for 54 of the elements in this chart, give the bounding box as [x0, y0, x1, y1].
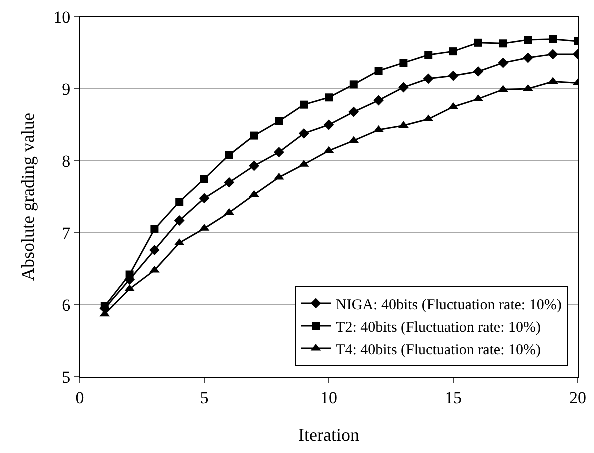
point — [548, 49, 558, 60]
y-axis-title: Absolute grading value — [18, 113, 38, 281]
point — [174, 216, 185, 226]
point — [424, 51, 433, 60]
x-tick-label: 0 — [76, 388, 84, 408]
point — [150, 266, 160, 273]
point — [298, 128, 310, 139]
y-tick-label: 6 — [62, 296, 71, 315]
x-axis-title: Iteration — [298, 425, 360, 445]
y-tick-label: 8 — [62, 152, 71, 171]
point — [448, 70, 459, 82]
y-tick-label: 10 — [54, 8, 71, 27]
point — [398, 82, 409, 93]
point — [199, 193, 210, 204]
point — [325, 94, 333, 102]
point — [523, 52, 534, 64]
point — [374, 95, 384, 106]
point — [549, 35, 558, 44]
point — [499, 40, 508, 48]
y-tick-label: 5 — [62, 368, 71, 387]
legend-label: T4: 40bits (Fluctuation rate: 10%) — [336, 342, 542, 358]
point — [200, 175, 208, 183]
point — [400, 59, 408, 68]
point — [374, 67, 383, 75]
point — [249, 160, 260, 172]
point — [100, 302, 109, 310]
point — [150, 225, 159, 234]
point — [348, 106, 360, 118]
x-tick-label: 20 — [570, 388, 586, 408]
point — [524, 36, 532, 44]
point — [225, 151, 234, 160]
point — [224, 177, 235, 188]
point — [176, 198, 184, 206]
point — [350, 80, 358, 89]
x-tick-label: 10 — [320, 388, 338, 408]
legend-label: T2: 40bits (Fluctuation rate: 10%) — [336, 320, 542, 336]
point — [275, 117, 284, 126]
x-tick-label: 15 — [445, 388, 462, 408]
point — [498, 58, 508, 68]
point — [300, 100, 308, 109]
point — [150, 245, 160, 256]
point — [324, 120, 334, 130]
point — [249, 190, 260, 198]
point — [274, 147, 284, 158]
y-tick-label: 9 — [62, 80, 71, 99]
legend-label: NIGA: 40bits (Fluctuation rate: 10%) — [336, 297, 562, 314]
point — [450, 48, 458, 56]
point — [250, 132, 258, 140]
point — [126, 270, 134, 279]
y-tick-label: 7 — [62, 224, 72, 243]
point — [423, 74, 434, 84]
x-tick-label: 5 — [200, 388, 209, 408]
point — [473, 66, 484, 77]
point — [474, 38, 482, 47]
